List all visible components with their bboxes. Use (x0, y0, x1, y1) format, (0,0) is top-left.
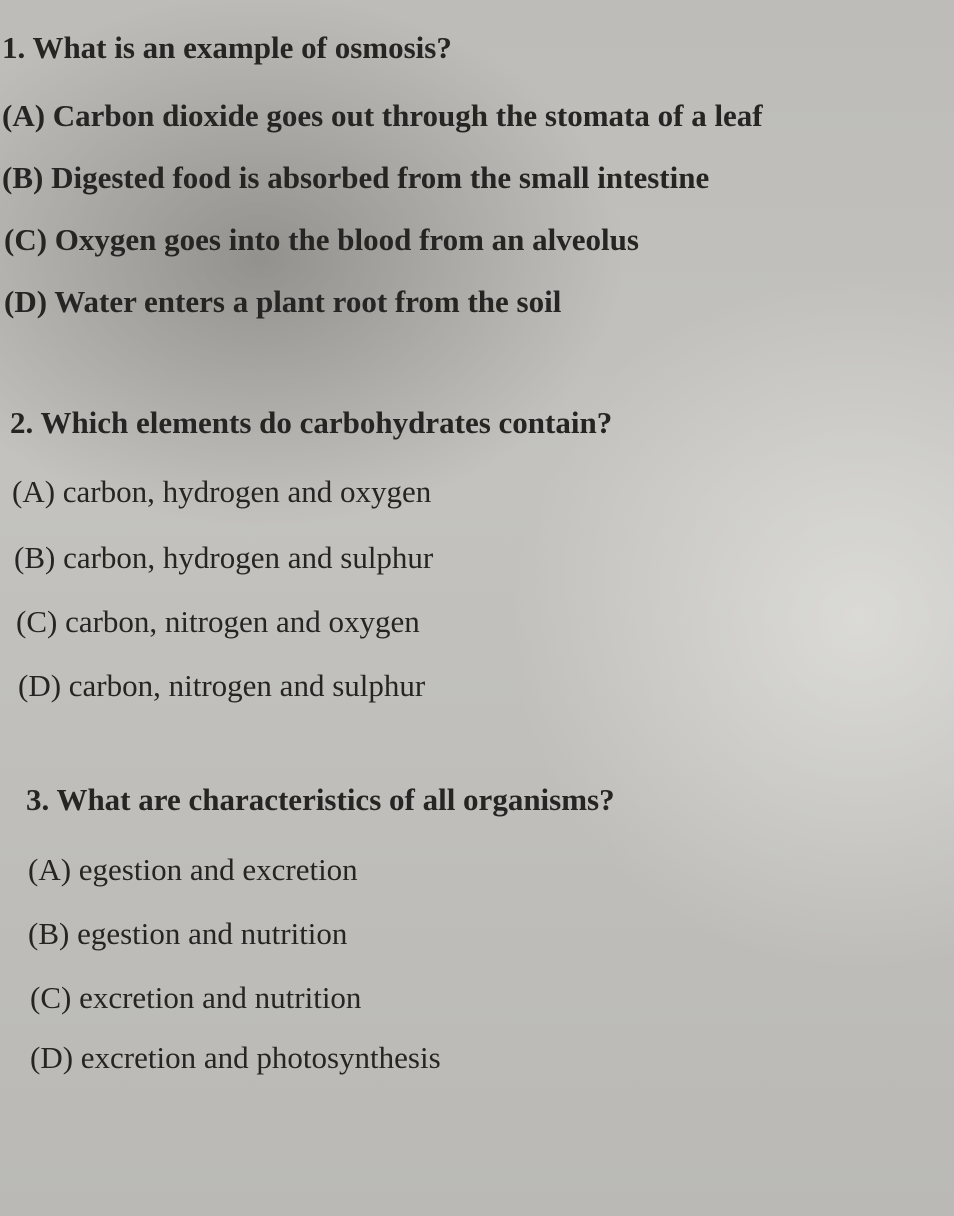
question: 2. Which elements do carbohydrates conta… (10, 405, 613, 440)
option: (D) Water enters a plant root from the s… (4, 284, 562, 319)
option: (A) Carbon dioxide goes out through the … (2, 98, 763, 133)
option: (D) excretion and photosynthesis (30, 1040, 441, 1075)
option: (C) carbon, nitrogen and oxygen (16, 604, 420, 639)
question: 1. What is an example of osmosis? (2, 30, 452, 65)
option: (D) carbon, nitrogen and sulphur (18, 668, 426, 703)
option: (C) Oxygen goes into the blood from an a… (4, 222, 639, 257)
option: (B) egestion and nutrition (28, 916, 348, 951)
option: (C) excretion and nutrition (30, 980, 362, 1015)
option: (B) Digested food is absorbed from the s… (2, 160, 710, 195)
question: 3. What are characteristics of all organ… (26, 782, 615, 817)
option: (A) carbon, hydrogen and oxygen (12, 474, 432, 509)
option: (B) carbon, hydrogen and sulphur (14, 540, 434, 575)
option: (A) egestion and excretion (28, 852, 358, 887)
